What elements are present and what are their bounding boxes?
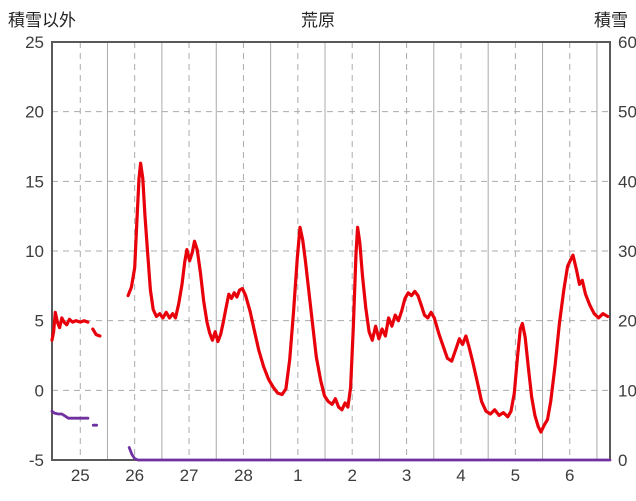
y-left-tick-label: -5: [29, 451, 44, 470]
x-tick-label: 6: [565, 466, 574, 485]
x-tick-label: 1: [293, 466, 302, 485]
y-left-tick-label: 10: [25, 242, 44, 261]
y-right-tick-label: 0: [618, 451, 627, 470]
snow-depth-line: [50, 409, 90, 420]
non-snow-temperature-line: [126, 161, 610, 434]
x-tick-label: 2: [347, 466, 356, 485]
y-right-tick-label: 50: [618, 103, 636, 122]
x-tick-label: 3: [402, 466, 411, 485]
y-right-tick-label: 10: [618, 381, 636, 400]
y-left-tick-label: 20: [25, 103, 44, 122]
left-axis-title: 積雪以外: [8, 11, 76, 30]
y-right-tick-label: 30: [618, 242, 636, 261]
y-right-tick-label: 20: [618, 312, 636, 331]
non-snow-temperature-line: [91, 327, 102, 338]
chart-header: 積雪以外 荒原 積雪: [0, 4, 636, 30]
x-tick-label: 4: [456, 466, 465, 485]
y-left-tick-label: 25: [25, 33, 44, 52]
y-right-tick-label: 60: [618, 33, 636, 52]
non-snow-temperature-line: [50, 310, 90, 342]
right-axis-title: 積雪: [594, 11, 628, 30]
y-left-tick-label: 15: [25, 172, 44, 191]
x-tick-label: 27: [180, 466, 199, 485]
chart-title: 荒原: [301, 11, 335, 30]
snow-depth-line: [127, 446, 612, 462]
x-tick-label: 25: [71, 466, 90, 485]
y-left-tick-label: 0: [35, 381, 44, 400]
x-tick-label: 26: [125, 466, 144, 485]
x-tick-label: 5: [511, 466, 520, 485]
y-right-tick-label: 40: [618, 172, 636, 191]
x-tick-label: 28: [234, 466, 253, 485]
y-left-tick-label: 5: [35, 312, 44, 331]
